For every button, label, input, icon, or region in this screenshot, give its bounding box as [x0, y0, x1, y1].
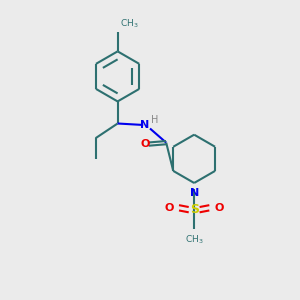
Text: O: O: [140, 139, 150, 149]
Text: H: H: [151, 115, 159, 125]
Text: CH$_3$: CH$_3$: [120, 17, 139, 30]
Text: CH$_3$: CH$_3$: [185, 233, 203, 245]
Text: O: O: [165, 203, 174, 213]
Text: S: S: [190, 203, 199, 216]
Text: N: N: [140, 120, 150, 130]
Text: O: O: [214, 203, 224, 213]
Text: N: N: [190, 188, 199, 198]
